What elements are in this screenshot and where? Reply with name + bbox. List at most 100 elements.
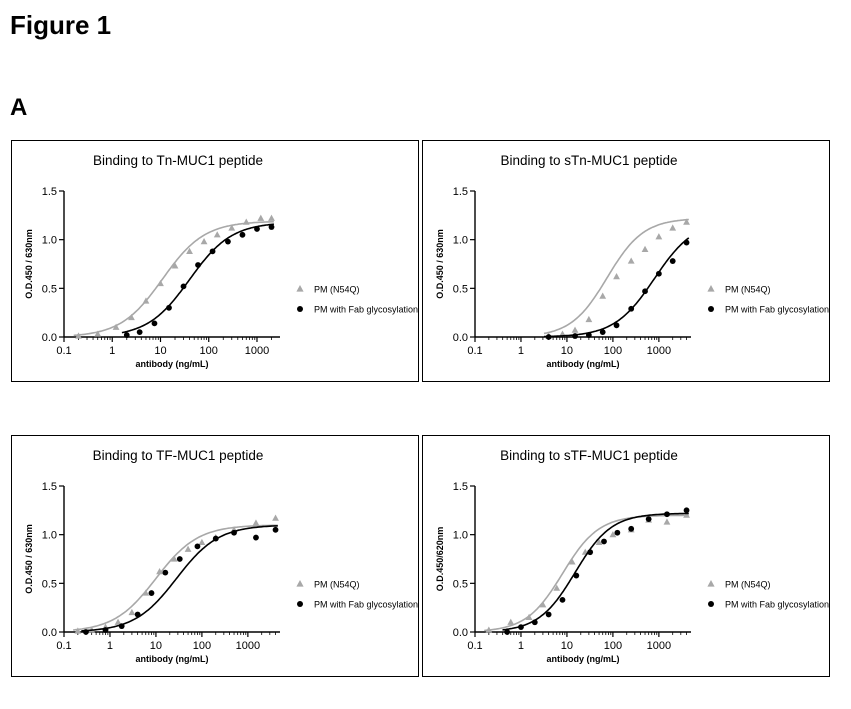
data-point-circle [532, 619, 538, 625]
y-tick-label: 1.0 [453, 235, 468, 247]
legend-marker-circle [708, 306, 714, 312]
x-tick-label: 1000 [647, 640, 671, 652]
data-point-circle [573, 573, 579, 579]
legend-marker-triangle [707, 580, 714, 587]
legend-label: PM with Fab glycosylation [725, 600, 829, 610]
data-point-circle [213, 536, 219, 542]
x-tick-label: 10 [561, 640, 573, 652]
chart-title: Binding to sTn-MUC1 peptide [500, 153, 677, 168]
x-tick-label: 1000 [236, 640, 260, 652]
chart-panel-stf-muc1: Binding to sTF-MUC1 peptide0.00.51.01.50… [422, 435, 830, 677]
x-tick-label: 0.1 [467, 345, 482, 357]
data-point-circle [231, 530, 237, 536]
data-point-triangle [664, 518, 671, 524]
data-point-circle [586, 332, 592, 338]
y-tick-label: 1.0 [42, 235, 57, 247]
chart-panel-tn-muc1: Binding to Tn-MUC1 peptide0.00.51.01.50.… [11, 140, 419, 382]
data-point-circle [572, 333, 578, 339]
data-point-triangle [572, 327, 579, 333]
data-point-circle [273, 527, 279, 533]
data-point-triangle [628, 257, 635, 263]
data-point-triangle [201, 238, 208, 244]
y-axis-label: O.D.450 / 630nm [24, 229, 34, 299]
x-tick-label: 100 [200, 345, 218, 357]
chart-title: Binding to sTF-MUC1 peptide [500, 448, 678, 463]
legend-label: PM (N54Q) [725, 580, 771, 590]
chart-panel-stn-muc1: Binding to sTn-MUC1 peptide0.00.51.01.50… [422, 140, 830, 382]
data-point-circle [684, 507, 690, 513]
data-point-triangle [253, 519, 260, 525]
y-tick-label: 0.5 [42, 578, 57, 590]
legend-marker-circle [297, 601, 303, 607]
y-tick-label: 0.0 [453, 332, 468, 344]
x-tick-label: 1 [518, 345, 524, 357]
data-point-circle [684, 240, 690, 246]
data-point-circle [560, 597, 566, 603]
y-tick-label: 1.5 [42, 481, 57, 493]
legend-label: PM with Fab glycosylation [314, 305, 418, 315]
legend-label: PM (N54Q) [725, 285, 771, 295]
y-tick-label: 1.0 [453, 530, 468, 542]
data-point-triangle [243, 219, 250, 225]
y-tick-label: 1.5 [453, 481, 468, 493]
fit-curve-series-1 [544, 238, 689, 337]
chart-svg-stf-muc1: Binding to sTF-MUC1 peptide0.00.51.01.50… [423, 436, 829, 676]
data-point-triangle [142, 589, 149, 595]
x-tick-label: 1000 [647, 345, 671, 357]
data-point-circle [664, 511, 670, 517]
legend-label: PM (N54Q) [314, 285, 360, 295]
data-point-triangle [642, 246, 649, 252]
data-point-triangle [128, 609, 135, 615]
y-axis-label: O.D.450 / 630nm [24, 524, 34, 594]
y-tick-label: 1.5 [42, 186, 57, 198]
data-point-circle [181, 283, 187, 289]
y-tick-label: 0.5 [453, 578, 468, 590]
data-point-circle [254, 226, 260, 232]
data-point-circle [546, 612, 552, 618]
x-axis-label: antibody (ng/mL) [547, 654, 620, 664]
data-point-triangle [599, 293, 606, 299]
fit-curve-series-1 [81, 526, 277, 631]
y-tick-label: 0.0 [453, 627, 468, 639]
data-point-circle [135, 612, 141, 618]
fit-curve-series-0 [484, 515, 689, 630]
data-point-triangle [669, 224, 676, 230]
x-axis-label: antibody (ng/mL) [136, 654, 209, 664]
data-point-triangle [655, 233, 662, 239]
panel-label: A [10, 94, 27, 122]
legend-label: PM with Fab glycosylation [725, 305, 829, 315]
data-point-circle [103, 627, 109, 633]
data-point-circle [119, 623, 125, 629]
data-point-circle [628, 526, 634, 532]
data-point-triangle [585, 316, 592, 322]
legend-marker-circle [297, 306, 303, 312]
y-tick-label: 1.5 [453, 186, 468, 198]
chart-svg-stn-muc1: Binding to sTn-MUC1 peptide0.00.51.01.50… [423, 141, 829, 381]
data-point-circle [253, 535, 259, 541]
data-point-triangle [613, 273, 620, 279]
data-point-circle [152, 320, 158, 326]
chart-title: Binding to TF-MUC1 peptide [93, 448, 264, 463]
data-point-circle [240, 232, 246, 238]
y-axis-label: O.D.450/620nm [435, 527, 445, 592]
data-point-circle [269, 224, 275, 230]
x-tick-label: 100 [193, 640, 211, 652]
data-point-circle [614, 322, 620, 328]
data-point-circle [504, 629, 510, 635]
chart-title: Binding to Tn-MUC1 peptide [93, 153, 263, 168]
data-point-circle [518, 624, 524, 630]
data-point-triangle [157, 280, 164, 286]
data-point-circle [614, 530, 620, 536]
legend-marker-circle [708, 601, 714, 607]
chart-svg-tf-muc1: Binding to TF-MUC1 peptide0.00.51.01.50.… [12, 436, 418, 676]
data-point-triangle [214, 231, 221, 237]
legend-label: PM with Fab glycosylation [314, 600, 418, 610]
x-tick-label: 10 [154, 345, 166, 357]
data-point-circle [225, 239, 231, 245]
x-tick-label: 10 [150, 640, 162, 652]
fit-curve-series-1 [122, 224, 274, 332]
x-tick-label: 1000 [245, 345, 269, 357]
x-tick-label: 1 [109, 345, 115, 357]
x-tick-label: 1 [107, 640, 113, 652]
x-tick-label: 0.1 [56, 640, 71, 652]
